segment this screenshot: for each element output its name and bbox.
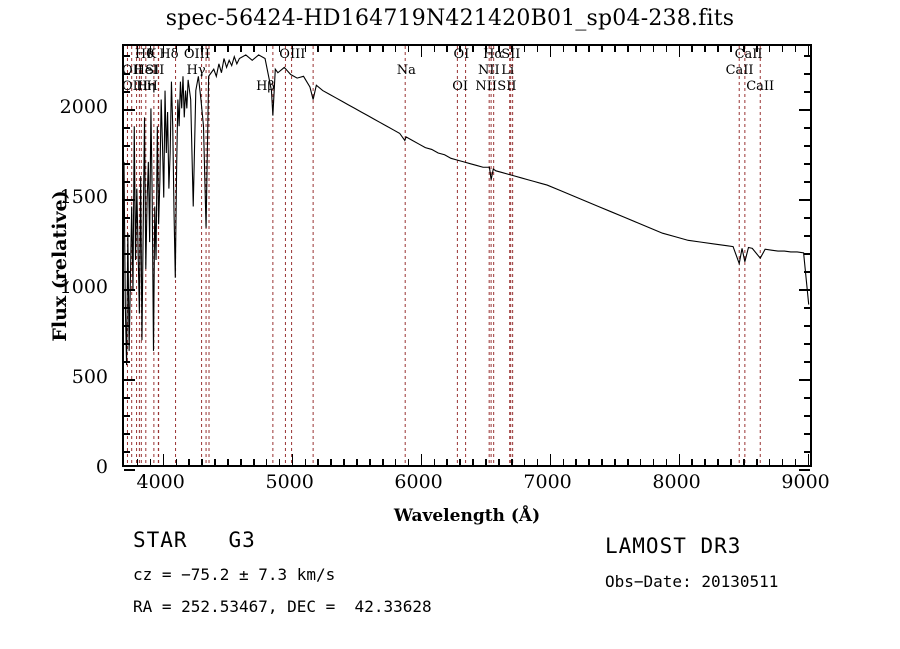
x-axis-labels: 4000 5000 6000 7000 8000 9000 [0,471,900,497]
observation-date: Obs−Date: 20130511 [605,572,779,591]
y-axis-labels: 0 500 1000 1500 2000 [0,0,118,649]
x-tick-label: 4000 [136,471,185,493]
y-tick-label: 2000 [59,96,108,118]
y-tick-label: 0 [95,456,108,478]
plot-area [124,46,810,465]
survey-name: LAMOST DR3 [605,534,742,558]
radial-velocity: cz = −75.2 ± 7.3 km/s [133,565,336,584]
page-title: spec-56424-HD164719N421420B01_sp04-238.f… [165,6,735,31]
metadata-footer: STAR G3 cz = −75.2 ± 7.3 km/s RA = 252.5… [0,528,900,648]
plot-frame [122,44,812,471]
y-tick-label: 1000 [59,276,108,298]
x-tick-label: 6000 [394,471,443,493]
x-tick-label: 7000 [523,471,572,493]
y-axis-title: Flux (relative) [49,190,71,342]
x-axis-title: Wavelength (Å) [393,506,541,526]
object-info: STAR G3 cz = −75.2 ± 7.3 km/s RA = 252.5… [133,528,432,616]
y-tick-label: 1500 [59,186,108,208]
survey-info: LAMOST DR3 Obs−Date: 20130511 [605,534,778,591]
x-tick-label: 9000 [781,471,830,493]
spectrum-curve [124,46,810,465]
line-marker-layer [124,46,810,465]
x-tick-label: 5000 [265,471,314,493]
y-tick-label: 500 [71,366,108,388]
x-tick-label: 8000 [652,471,701,493]
coordinates: RA = 252.53467, DEC = 42.33628 [133,597,432,616]
object-class: STAR G3 [133,528,256,552]
